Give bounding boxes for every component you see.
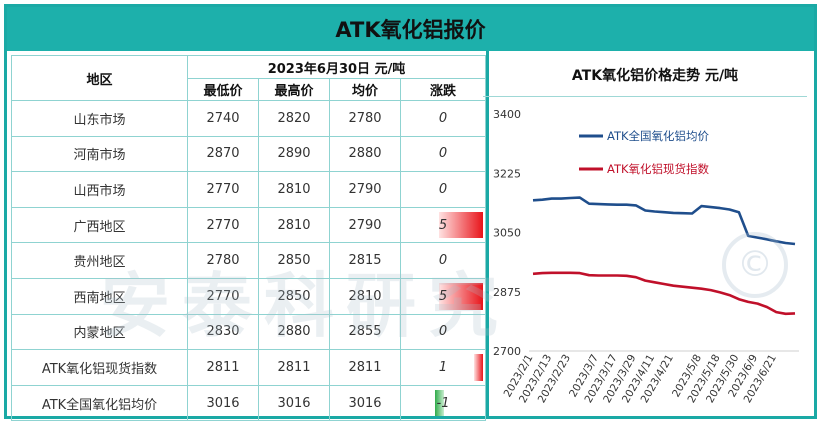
region-cell: ATK全国氧化铝均价: [11, 384, 188, 422]
copyright-icon: ©: [722, 232, 788, 298]
region-cell: 山西市场: [11, 171, 188, 208]
change-up-bar: [439, 282, 484, 310]
change-cell: 0: [399, 313, 487, 351]
col-high-header: 最高价: [258, 78, 330, 101]
low-price-cell: 2830: [187, 313, 259, 351]
region-cell: 山东市场: [11, 100, 188, 137]
change-up-bar: [439, 211, 484, 239]
table-row: 贵州地区 2780 2850 2815 0: [11, 242, 487, 279]
change-value: 0: [438, 110, 448, 126]
low-price-cell: 2770: [187, 206, 259, 244]
change-up-bar: [474, 354, 484, 381]
region-cell: 西南地区: [11, 277, 188, 315]
series-line-spot-index: [532, 271, 796, 316]
change-cell: -1: [399, 384, 487, 422]
low-price-cell: 2740: [187, 100, 259, 137]
change-value: 0: [438, 253, 448, 269]
low-price-cell: 2780: [187, 242, 259, 279]
legend-label: ATK全国氧化铝均价: [607, 129, 710, 143]
avg-price-cell: 2810: [329, 277, 401, 315]
avg-price-cell: 2815: [329, 242, 401, 279]
report-frame: ATK氧化铝报价 地区 2023年6月30日 元/吨 最低价 最高价 均价 涨跌…: [4, 4, 817, 422]
avg-price-cell: 2811: [329, 349, 401, 386]
avg-price-cell: 2790: [329, 171, 401, 208]
table-row: 山西市场 2770 2810 2790 0: [11, 171, 487, 208]
region-cell: 内蒙地区: [11, 313, 188, 351]
high-price-cell: 2850: [258, 277, 330, 315]
high-price-cell: 2880: [258, 313, 330, 351]
y-tick-label: 3050: [493, 227, 521, 240]
high-price-cell: 2820: [258, 100, 330, 137]
table-row: 西南地区 2770 2850 2810 5: [11, 277, 487, 315]
region-cell: 贵州地区: [11, 242, 188, 279]
region-cell: 广西地区: [11, 206, 188, 244]
table-row: 山东市场 2740 2820 2780 0: [11, 100, 487, 137]
chart-top-border: [483, 96, 807, 97]
change-value: 0: [438, 181, 448, 197]
high-price-cell: 2810: [258, 171, 330, 208]
y-tick-label: 3400: [493, 108, 521, 121]
low-price-cell: 2870: [187, 135, 259, 173]
report-title: ATK氧化铝报价: [7, 7, 814, 51]
region-cell: ATK氧化铝现货指数: [11, 349, 188, 386]
table-row: ATK氧化铝现货指数 2811 2811 2811 1: [11, 349, 487, 386]
panel-divider: [486, 51, 489, 416]
avg-price-cell: 2880: [329, 135, 401, 173]
y-tick-label: 2700: [493, 345, 521, 358]
table-row: ATK全国氧化铝均价 3016 3016 3016 -1: [11, 384, 487, 422]
change-cell: 1: [399, 349, 487, 386]
table-row: 内蒙地区 2830 2880 2855 0: [11, 313, 487, 351]
change-value: 0: [438, 324, 448, 340]
low-price-cell: 2770: [187, 277, 259, 315]
table-row: 广西地区 2770 2810 2790 5: [11, 206, 487, 244]
change-cell: 0: [399, 242, 487, 279]
change-down-bar: [435, 389, 444, 417]
high-price-cell: 2811: [258, 349, 330, 386]
date-header: 2023年6月30日 元/吨: [186, 55, 487, 79]
change-value: -1: [436, 395, 450, 411]
change-value: 0: [438, 146, 448, 162]
region-header: 地区: [11, 55, 188, 101]
col-low-header: 最低价: [187, 78, 259, 101]
low-price-cell: 2770: [187, 171, 259, 208]
change-cell: 5: [399, 206, 487, 244]
y-tick-label: 3225: [493, 167, 521, 180]
low-price-cell: 3016: [187, 384, 259, 422]
chart-title: ATK氧化铝价格走势 元/吨: [571, 68, 739, 84]
avg-price-cell: 2790: [329, 206, 401, 244]
price-table: 地区 2023年6月30日 元/吨 最低价 最高价 均价 涨跌 山东市场 2740…: [11, 55, 487, 422]
high-price-cell: 2810: [258, 206, 330, 244]
change-value: 1: [438, 359, 448, 375]
low-price-cell: 2811: [187, 349, 259, 386]
high-price-cell: 2890: [258, 135, 330, 173]
change-value: 5: [438, 288, 448, 304]
price-trend-chart: 270028753050322534002023/2/12023/2/13202…: [493, 108, 799, 405]
legend-label: ATK氧化铝现货指数: [607, 162, 710, 176]
y-tick-label: 2875: [493, 286, 521, 299]
change-cell: 0: [399, 100, 487, 137]
change-cell: 0: [399, 171, 487, 208]
change-cell: 5: [399, 277, 487, 315]
high-price-cell: 2850: [258, 242, 330, 279]
avg-price-cell: 2855: [329, 313, 401, 351]
avg-price-cell: 2780: [329, 100, 401, 137]
col-avg-header: 均价: [329, 78, 401, 101]
region-cell: 河南市场: [11, 135, 188, 173]
high-price-cell: 3016: [258, 384, 330, 422]
change-value: 5: [438, 217, 448, 233]
table-row: 河南市场 2870 2890 2880 0: [11, 135, 487, 173]
avg-price-cell: 3016: [329, 384, 401, 422]
col-change-header: 涨跌: [399, 78, 487, 101]
change-cell: 0: [399, 135, 487, 173]
